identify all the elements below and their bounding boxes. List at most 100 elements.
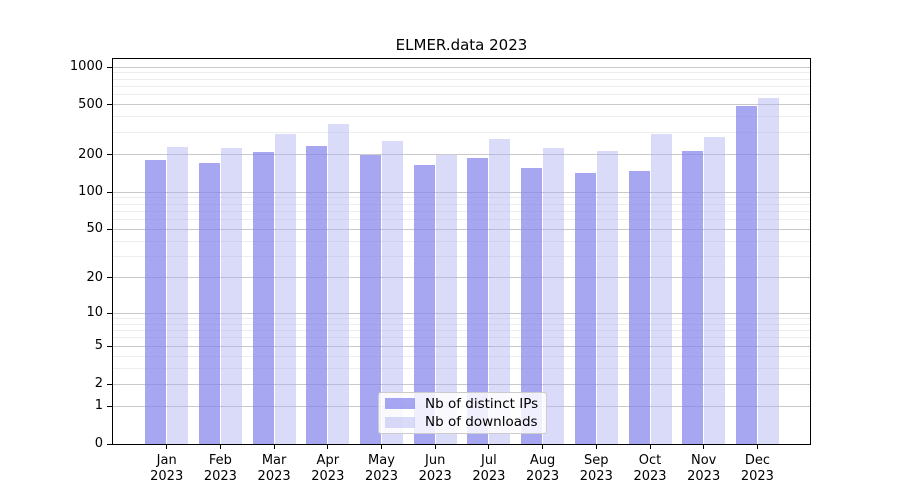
legend-label-distinct-ips: Nb of distinct IPs [425,395,539,412]
y-tick-10 [107,312,113,314]
x-tick-label-dec: Dec 2023 [740,453,774,484]
x-tick-jul [488,444,490,449]
y-tick-1000 [107,66,113,68]
gridline-600 [113,94,810,96]
x-tick-label-feb: Feb 2023 [203,453,237,484]
x-tick-may [381,444,382,449]
bar-downloads-aug [543,148,565,444]
bar-downloads-may [382,141,403,444]
gridline-50 [113,228,810,230]
x-tick-feb [219,444,221,449]
x-tick-aug [542,444,544,449]
gridline-2 [113,383,810,385]
gridline-900 [113,72,810,74]
bar-ips-nov [682,151,704,444]
gridline-300 [113,132,810,134]
bar-downloads-jun [435,154,457,444]
gridline-3 [113,367,810,369]
y-tick-label-5: 5 [94,338,103,354]
bar-ips-may [360,154,381,444]
chart-title: ELMER.data 2023 [395,36,528,54]
x-tick-sep [595,444,597,449]
gridline-6 [113,337,810,339]
x-tick-jan [166,444,168,449]
y-tick-label-2: 2 [94,376,103,392]
x-tick-oct [649,444,651,449]
gridline-1000 [113,66,810,68]
x-tick-label-may: May 2023 [364,453,399,484]
y-tick-label-1: 1 [94,398,103,414]
bar-downloads-apr [328,124,350,444]
x-tick-label-nov: Nov 2023 [687,453,721,484]
y-tick-2 [107,383,113,385]
x-tick-dec [756,444,758,449]
legend-label-downloads: Nb of downloads [425,414,538,431]
y-tick-label-50: 50 [86,221,103,237]
gridline-80 [113,203,810,205]
y-tick-50 [107,228,113,230]
x-tick-label-jun: Jun 2023 [418,453,452,484]
gridline-8 [113,323,810,325]
y-tick-label-0: 0 [94,436,103,451]
y-tick-20 [107,277,113,279]
y-tick-label-100: 100 [78,184,103,200]
gridline-5 [113,345,810,347]
bar-ips-jan [145,160,167,444]
gridline-40 [113,240,810,242]
bar-ips-apr [306,145,328,444]
y-tick-5 [107,345,113,347]
x-tick-label-mar: Mar 2023 [257,453,291,484]
bars-layer [113,59,810,444]
gridline-70 [113,210,810,212]
bar-ips-oct [628,171,650,444]
x-tick-apr [327,444,329,449]
bar-downloads-oct [650,133,672,444]
bar-downloads-dec [757,97,779,444]
gridline-500 [113,104,810,106]
gridline-9 [113,317,810,319]
y-tick-200 [107,154,113,156]
x-tick-mar [273,444,275,449]
bar-downloads-mar [274,133,296,444]
bar-downloads-feb [220,148,242,444]
bar-downloads-jul [489,139,511,444]
bar-ips-feb [198,162,220,444]
bar-ips-sep [574,173,596,444]
y-tick-1 [107,405,113,407]
gridlines-layer [113,59,810,444]
gridline-100 [113,191,810,193]
x-tick-label-apr: Apr 2023 [311,453,345,484]
legend-item-downloads: Nb of downloads [379,414,546,430]
gridline-20 [113,277,810,279]
bar-ips-aug [521,167,543,444]
x-tick-nov [703,444,705,449]
x-tick-label-jan: Jan 2023 [150,453,184,484]
legend-swatch-downloads [385,416,415,428]
y-tick-500 [107,104,113,106]
y-tick-label-20: 20 [86,269,103,285]
gridline-700 [113,86,810,88]
gridline-30 [113,256,810,258]
legend: Nb of distinct IPs Nb of downloads [378,392,547,434]
x-tick-label-aug: Aug 2023 [526,453,560,484]
gridline-90 [113,197,810,199]
bar-ips-mar [252,152,274,444]
legend-swatch-distinct-ips [385,398,415,410]
x-tick-label-oct: Oct 2023 [633,453,667,484]
gridline-800 [113,78,810,80]
gridline-7 [113,330,810,332]
bar-ips-jun [413,165,435,444]
x-tick-jun [434,444,436,449]
y-tick-100 [107,191,113,193]
bar-ips-dec [735,106,757,444]
gridline-200 [113,154,810,156]
bar-downloads-sep [596,150,618,444]
gridline-4 [113,355,810,357]
bar-downloads-jan [167,147,189,444]
y-tick-label-1000: 1000 [69,59,103,75]
y-tick-label-200: 200 [78,146,103,162]
x-tick-label-sep: Sep 2023 [579,453,613,484]
y-tick-label-500: 500 [78,96,103,112]
bar-downloads-nov [704,137,726,444]
